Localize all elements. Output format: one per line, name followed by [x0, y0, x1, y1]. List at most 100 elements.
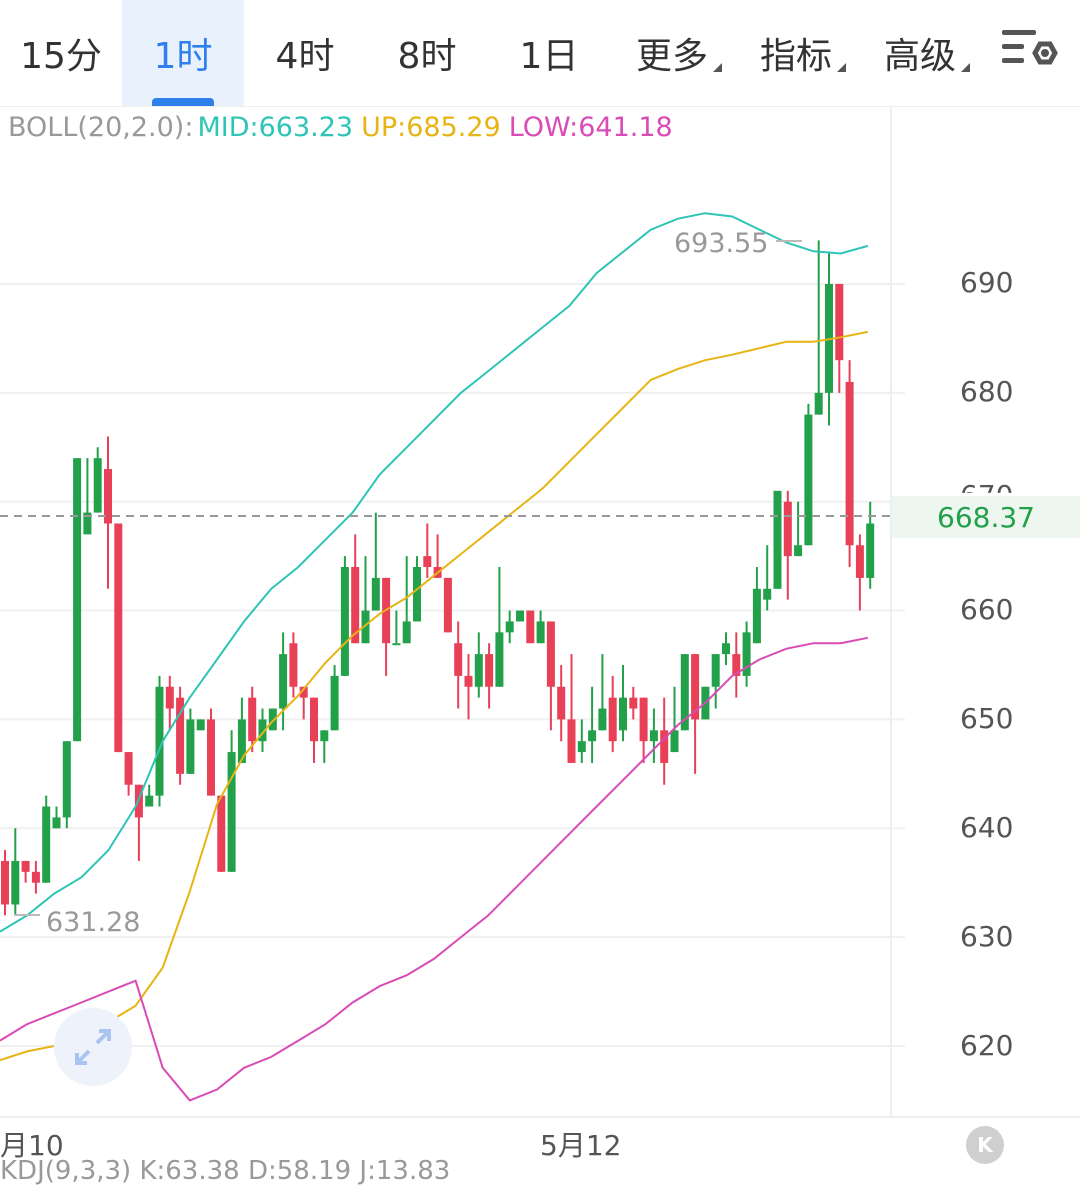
candle-up — [402, 621, 411, 644]
candle-up — [794, 545, 803, 557]
chart-grid — [0, 282, 905, 1047]
candle-up — [814, 392, 823, 415]
fullscreen-expand-button[interactable] — [54, 1008, 132, 1086]
boll-low-line — [0, 636, 868, 1102]
boll-low: LOW:641.18 — [508, 112, 673, 143]
current-price-tag: 668.37 — [892, 496, 1080, 538]
candle-down — [845, 381, 854, 546]
boll-legend: BOLL(20,2.0): MID:663.23 UP:685.29 LOW:641.… — [8, 112, 681, 143]
candle-down — [124, 752, 133, 785]
tab-advanced[interactable]: 高级 — [858, 0, 982, 106]
candle-down — [248, 697, 257, 742]
candle-down — [464, 675, 473, 687]
candle-down — [165, 686, 174, 709]
price-axis-label: 640 — [960, 811, 1014, 844]
candle-down — [31, 871, 40, 883]
candle-down — [660, 730, 669, 763]
candle-up — [752, 588, 761, 644]
candle-down — [217, 795, 226, 872]
candle-up — [11, 860, 20, 905]
candle-up — [83, 512, 92, 535]
candle-down — [835, 283, 844, 361]
candle-down — [546, 621, 555, 687]
candle-down — [567, 719, 576, 763]
tab-more[interactable]: 更多 — [610, 0, 734, 106]
candle-up — [320, 730, 329, 742]
candle-up — [649, 730, 658, 742]
candle-up — [330, 675, 339, 731]
candle-down — [289, 643, 298, 687]
candle-down — [21, 860, 30, 872]
candle-up — [722, 643, 730, 655]
candle-up — [577, 741, 586, 753]
candle-down — [423, 556, 432, 568]
candle-down — [855, 545, 864, 578]
boll-up: UP:685.29 — [361, 112, 501, 143]
date-label: 月10 — [0, 1129, 64, 1162]
boll-name: BOLL(20,2.0): — [8, 112, 194, 143]
candle-down — [351, 567, 360, 644]
candle-up — [598, 708, 607, 731]
candle-up — [474, 654, 483, 687]
tab-8hour[interactable]: 8时 — [397, 36, 457, 77]
candle-up — [155, 686, 164, 796]
candle-down — [783, 501, 792, 557]
tab-15min[interactable]: 15分 — [20, 36, 102, 77]
candle-up — [588, 730, 597, 742]
candle-up — [495, 632, 504, 687]
candle-down — [557, 686, 566, 720]
price-axis-label: 660 — [960, 593, 1014, 626]
candle-up — [42, 806, 51, 883]
candle-up — [361, 610, 370, 644]
candle-up — [763, 588, 772, 600]
candle-down — [176, 697, 185, 774]
candle-up — [73, 458, 82, 742]
candle-down — [310, 697, 318, 742]
price-axis-label: 630 — [960, 920, 1014, 953]
candle-up — [279, 654, 288, 709]
candle-up — [866, 523, 875, 578]
candle-up — [670, 730, 679, 753]
expand-arrows-icon — [75, 1029, 111, 1065]
tab-1hour[interactable]: 1时 — [122, 0, 244, 106]
boll-mid: MID:663.23 — [197, 112, 354, 143]
candlestick-chart[interactable] — [0, 106, 1080, 1118]
candle-up — [536, 621, 545, 644]
candle-up — [804, 414, 813, 546]
tab-indicators[interactable]: 指标 — [734, 0, 858, 106]
candle-up — [711, 654, 720, 687]
candle-up — [413, 567, 421, 622]
candle-up — [258, 719, 267, 742]
collapse-k-button[interactable]: K — [966, 1126, 1004, 1164]
date-label: 5月12 — [540, 1129, 622, 1162]
chart-settings-icon[interactable] — [1000, 24, 1060, 82]
tab-4hour[interactable]: 4时 — [275, 36, 335, 77]
candle-up — [93, 458, 102, 513]
candle-down — [608, 697, 617, 742]
candle-up — [268, 708, 277, 731]
min-price-label: 631.28 — [46, 907, 141, 938]
candle-down — [443, 577, 452, 633]
dropdown-caret-icon — [961, 63, 970, 72]
candle-up — [742, 632, 751, 676]
candle-down — [104, 469, 112, 524]
price-axis-label: 690 — [960, 266, 1014, 299]
candle-down — [114, 523, 123, 753]
candle-down — [526, 610, 535, 644]
candle-down — [454, 643, 463, 676]
candle-up — [196, 719, 205, 731]
active-tab-indicator — [152, 98, 214, 106]
timeframe-tab-bar: 15分 1时 4时 8时 1日 更多 指标 高级 — [0, 0, 1080, 107]
candle-up — [505, 621, 514, 633]
candle-up — [62, 741, 71, 818]
dropdown-caret-icon — [837, 63, 846, 72]
boll-mid-line — [0, 212, 869, 933]
candle-up — [773, 490, 782, 589]
tab-1day[interactable]: 1日 — [519, 36, 579, 77]
candle-down — [639, 697, 648, 742]
candle-up — [237, 719, 246, 763]
candle-up — [340, 567, 349, 676]
candle-down — [299, 686, 308, 698]
kdj-legend: KDJ(9,3,3) K:63.38 D:58.19 J:13.83 — [0, 1156, 451, 1186]
candle-down — [629, 697, 638, 709]
